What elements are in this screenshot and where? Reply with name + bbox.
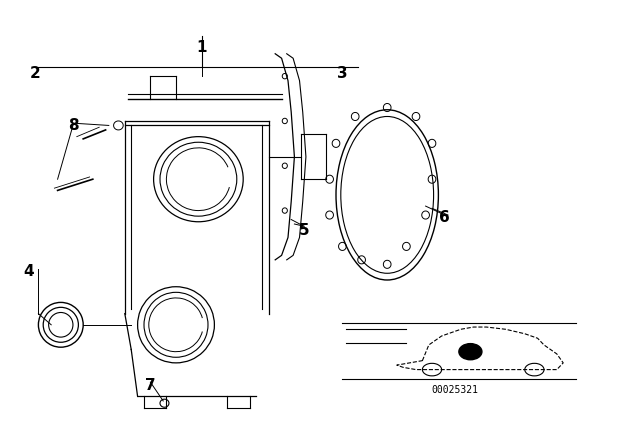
Text: 5: 5 [299,223,309,238]
Text: 8: 8 [68,118,79,133]
Text: 1: 1 [196,39,207,55]
Text: 4: 4 [24,263,34,279]
Circle shape [459,344,482,360]
Text: 00025321: 00025321 [431,385,478,395]
Text: 6: 6 [440,210,450,225]
Text: 7: 7 [145,378,156,393]
Text: 3: 3 [337,66,348,82]
Text: 2: 2 [30,66,40,82]
